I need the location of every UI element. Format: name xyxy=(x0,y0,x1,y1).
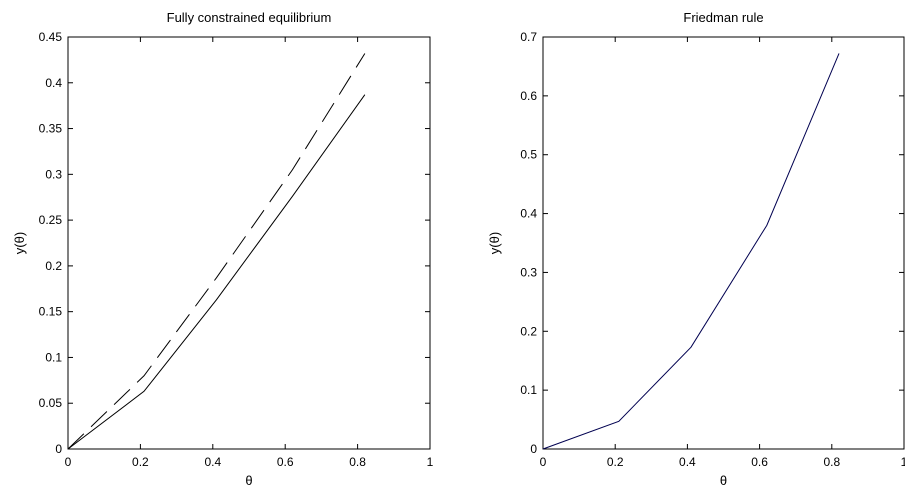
plot-frame xyxy=(542,36,905,450)
y-tick-label: 0.1 xyxy=(520,383,537,397)
y-tick-label: 0.05 xyxy=(39,396,63,410)
y-tick-label: 0.35 xyxy=(39,122,63,136)
y-axis-label: y(θ) xyxy=(12,232,27,254)
x-tick-label: 0.2 xyxy=(132,455,149,469)
y-tick-label: 0.2 xyxy=(45,259,62,273)
y-tick-label: 0.5 xyxy=(520,148,537,162)
y-tick-label: 0.1 xyxy=(45,350,62,364)
chart-panel-2: 0 0.2 0.4 0.6 0.8 1 0 0.1 0.2 0.3 0.4 0.5 0.6 0.7 Frie… xyxy=(487,10,905,488)
y-tick-label: 0.15 xyxy=(39,305,63,319)
x-tick-label: 0.2 xyxy=(607,455,624,469)
y-tick-label: 0.7 xyxy=(520,30,537,44)
chart-title: Friedman rule xyxy=(683,10,763,25)
y-tick-label: 0.3 xyxy=(520,265,537,279)
y-axis-label: y(θ) xyxy=(487,232,502,254)
x-tick-label: 0.4 xyxy=(204,455,221,469)
x-tick-label: 1 xyxy=(901,455,905,469)
series-line-2 xyxy=(67,53,366,450)
x-tick-label: 0.6 xyxy=(277,455,294,469)
x-tick-label: 0 xyxy=(540,455,547,469)
series-line-1 xyxy=(67,94,366,450)
y-tick-label: 0.6 xyxy=(520,89,537,103)
x-tick-label: 0.6 xyxy=(751,455,768,469)
y-tick-label: 0.25 xyxy=(39,213,63,227)
y-tick-label: 0 xyxy=(530,442,537,456)
plot-frame xyxy=(67,36,431,450)
y-tick-label: 0 xyxy=(55,442,62,456)
y-tick-label: 0.45 xyxy=(39,30,63,44)
x-tick-label: 1 xyxy=(427,455,434,469)
x-axis-label: θ xyxy=(720,473,727,488)
x-tick-label: 0.8 xyxy=(823,455,840,469)
y-tick-label: 0.3 xyxy=(45,167,62,181)
y-tick-label: 0.4 xyxy=(45,76,62,90)
y-tick-label: 0.4 xyxy=(520,207,537,221)
x-tick-label: 0.8 xyxy=(349,455,366,469)
series-line-1 xyxy=(542,53,840,450)
x-tick-label: 0.4 xyxy=(679,455,696,469)
x-tick-label: 0 xyxy=(65,455,72,469)
chart-title: Fully constrained equilibrium xyxy=(167,10,332,25)
y-tick-label: 0.2 xyxy=(520,324,537,338)
chart-panel-1: 0 0.2 0.4 0.6 0.8 1 0 0.05 0.1 0.15 0.2 0.25 0.3 0.35… xyxy=(12,10,434,488)
x-axis-label: θ xyxy=(245,473,252,488)
